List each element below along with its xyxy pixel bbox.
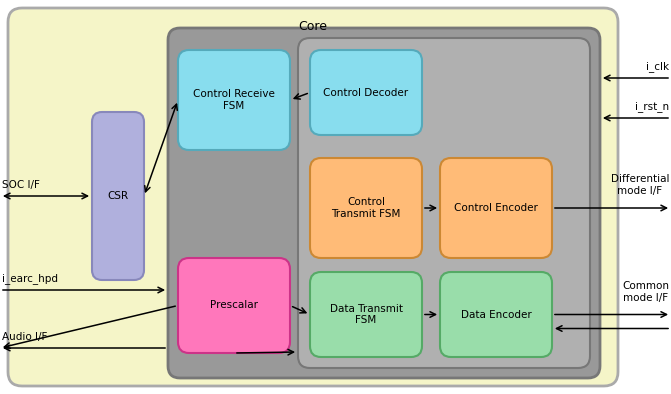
FancyBboxPatch shape <box>440 158 552 258</box>
Text: CSR: CSR <box>107 191 129 201</box>
Text: Differential
mode I/F: Differential mode I/F <box>611 175 669 196</box>
Text: Control
Transmit FSM: Control Transmit FSM <box>331 197 401 219</box>
Text: Data Transmit
FSM: Data Transmit FSM <box>329 304 403 325</box>
Text: i_earc_hpd: i_earc_hpd <box>2 273 58 284</box>
Text: Prescalar: Prescalar <box>210 301 258 310</box>
Text: Control Decoder: Control Decoder <box>323 87 409 97</box>
Text: Control Receive
FSM: Control Receive FSM <box>193 89 275 111</box>
Text: i_clk: i_clk <box>646 61 669 72</box>
Text: SOC I/F: SOC I/F <box>2 180 40 190</box>
Text: i_rst_n: i_rst_n <box>635 101 669 112</box>
Text: Data Encoder: Data Encoder <box>460 310 531 320</box>
FancyBboxPatch shape <box>310 272 422 357</box>
FancyBboxPatch shape <box>310 50 422 135</box>
Text: Core: Core <box>299 20 327 33</box>
FancyBboxPatch shape <box>440 272 552 357</box>
FancyBboxPatch shape <box>8 8 618 386</box>
FancyBboxPatch shape <box>92 112 144 280</box>
Text: Common
mode I/F: Common mode I/F <box>622 281 669 303</box>
FancyBboxPatch shape <box>178 50 290 150</box>
FancyBboxPatch shape <box>178 258 290 353</box>
FancyBboxPatch shape <box>298 38 590 368</box>
FancyBboxPatch shape <box>168 28 600 378</box>
Text: Control Encoder: Control Encoder <box>454 203 538 213</box>
Text: Audio I/F: Audio I/F <box>2 332 48 342</box>
FancyBboxPatch shape <box>310 158 422 258</box>
